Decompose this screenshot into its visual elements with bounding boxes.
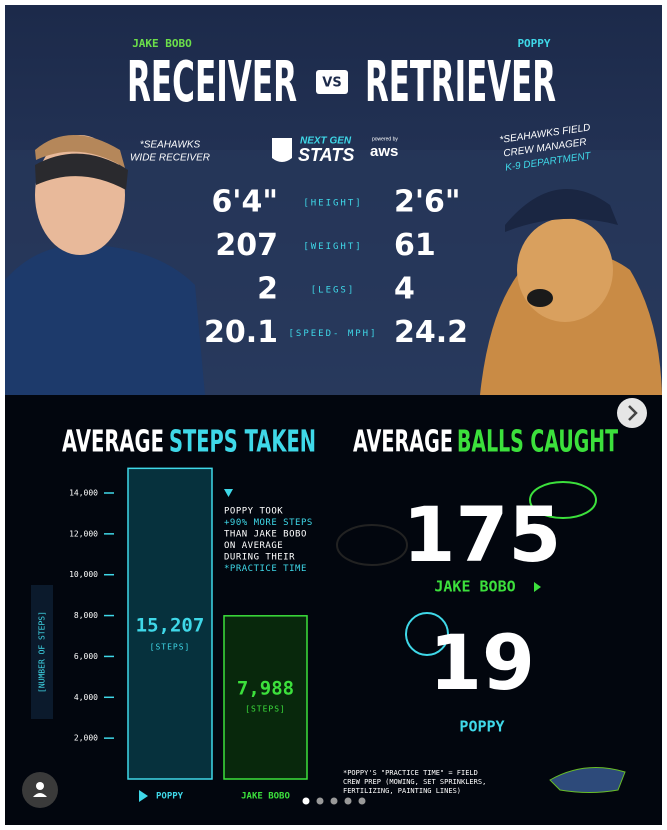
bar-unit-label: [STEPS] [245,705,286,714]
balls-name: POPPY [459,718,504,736]
steps-title: AVERAGE [62,425,164,460]
bar [223,615,308,780]
carousel-dot[interactable] [302,797,310,805]
vs-badge [316,70,348,94]
stat-label: [LEGS] [311,286,356,296]
x-tick-label: POPPY [156,792,184,802]
stat-right: 24.2 [394,315,468,350]
logo-line2: STATS [298,145,354,165]
next-button[interactable] [617,398,647,428]
y-tick-label: 10,000 [69,570,98,579]
footnote: FERTILIZING, PAINTING LINES) [343,787,461,795]
note-line: +90% MORE STEPS [224,518,313,528]
football-icon [529,481,597,519]
profile-icon [33,793,47,797]
dog-head [517,218,613,322]
right-name: POPPY [517,37,550,50]
balls-value: 19 [429,618,535,707]
note-arrow [224,489,233,497]
stat-right: 2'6" [394,185,461,220]
stats-table: 6'4" [HEIGHT] 2'6" 207 [WEIGHT] 61 2 [LEGS] 4 20.… [204,185,468,351]
jersey [5,244,205,395]
stats-background [5,395,662,825]
right-title: RETRIEVER [365,50,556,115]
stat-right: 61 [394,228,436,263]
next-arrow [628,405,638,421]
football-icon [336,524,408,566]
balls-title-highlight: BALLS CAUGHT [457,425,618,460]
carousel-dot[interactable] [316,797,324,805]
y-tick-label: 4,000 [74,693,98,702]
y-tick-label: 12,000 [69,529,98,538]
stat-left: 207 [215,228,278,263]
steps-note: POPPY TOOK+90% MORE STEPS THAN JAKE BOBOO… [224,507,313,575]
note-line: POPPY TOOK [224,507,283,517]
hair [35,135,125,168]
logo-line1: NEXT GEN [300,136,352,147]
x-tick-label: JAKE BOBO [241,792,290,802]
headband [35,153,128,190]
left-title: RECEIVER [127,50,297,115]
bar [127,467,213,780]
player-photo [5,135,205,395]
note-line: DURING THEIR [224,553,295,563]
left-note: WIDE RECEIVER [130,153,210,164]
carousel-dot[interactable] [358,797,366,805]
y-tick-label: 2,000 [74,734,98,743]
dog-photo [480,189,662,395]
footnote: CREW PREP (MOWING, SET SPRINKLERS, [343,778,486,786]
carousel-dot[interactable] [344,797,352,805]
ball-icon [405,612,449,656]
footnote: *POPPY'S "PRACTICE TIME" = FIELD [343,769,478,777]
profile-icon [36,782,44,790]
dog-cap [505,189,618,232]
balls-name: JAKE BOBO [434,578,515,596]
y-label-box [31,585,53,719]
stat-left: 20.1 [204,315,278,350]
stat-label: [SPEED- MPH] [288,329,377,339]
bar-value-label: 7,988 [237,678,294,700]
vs: VS [322,76,341,91]
balls-title: AVERAGE [353,425,453,460]
stat-left: 6'4" [211,185,278,220]
stat-label: [HEIGHT] [303,199,362,209]
left-note: *SEAHAWKS [140,140,201,151]
stat-label: [WEIGHT] [303,242,362,252]
note-line: THAN JAKE BOBO [224,530,307,540]
steps-chart: 2,000 4,000 6,000 8,000 10,000 12,000 14,000 15… [69,467,308,802]
note-line: *PRACTICE TIME [224,564,307,574]
name-arrow [534,582,541,592]
balls-value: 175 [403,490,562,579]
stat-left: 2 [257,272,278,307]
seahawks-logo [549,767,626,793]
carousel-dot[interactable] [330,797,338,805]
steps-title-highlight: STEPS TAKEN [169,425,316,460]
y-tick-label: 14,000 [69,489,98,498]
y-tick-label: 8,000 [74,611,98,620]
stat-right: 4 [394,272,415,307]
category-arrow [139,790,148,802]
nfl-shield [272,138,292,162]
note-line: ON AVERAGE [224,541,283,551]
left-name: JAKE BOBO [132,37,192,50]
bar-value-label: 15,207 [136,615,205,637]
bar-unit-label: [STEPS] [150,643,191,652]
dog-nose [527,289,553,307]
logo-powered: powered by [372,136,398,142]
logo-sponsor: aws [370,143,398,160]
y-tick-label: 6,000 [74,652,98,661]
y-axis-label: [NUMBER OF STEPS] [38,611,47,693]
